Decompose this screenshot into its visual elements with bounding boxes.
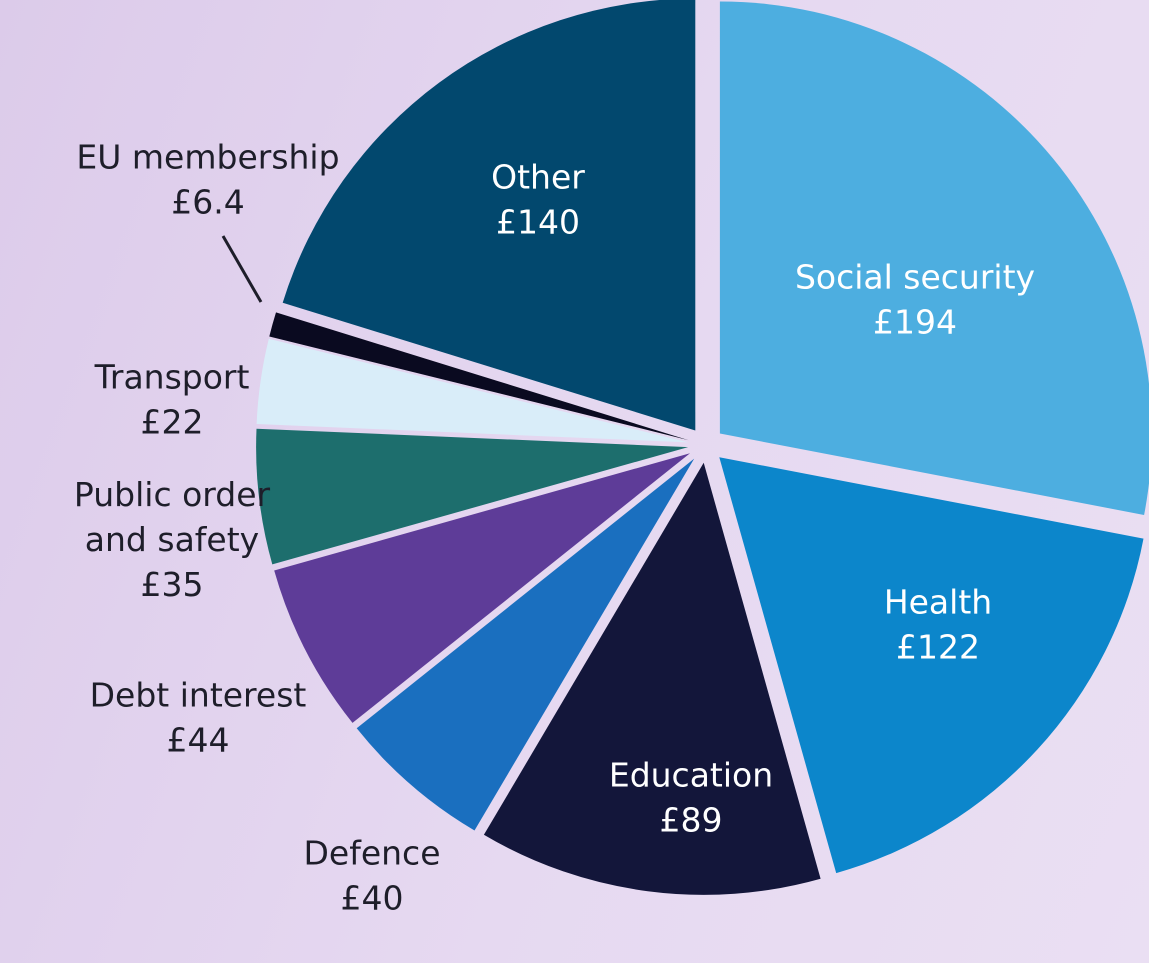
slice-name-debt-interest: Debt interest	[90, 676, 307, 715]
slice-value-eu-membership: £6.4	[171, 183, 244, 222]
slice-value-transport: £22	[141, 403, 204, 442]
slice-label-defence: Defence £40	[304, 834, 441, 918]
slice-value-defence: £40	[341, 879, 404, 918]
pie-slice-other	[282, 0, 696, 431]
pie-slice-eu-membership	[269, 312, 689, 441]
slice-name-public-order-and-safety: and safety	[85, 520, 259, 559]
slice-name-eu-membership: EU membership	[76, 138, 339, 177]
slice-value-other: £140	[496, 203, 580, 242]
pie-slice-health	[719, 457, 1144, 874]
slice-name-transport: Transport	[94, 358, 250, 397]
slice-name-public-order-and-safety: Public order	[74, 475, 271, 514]
slice-name-social-security: Social security	[795, 258, 1035, 297]
pie-slice-education	[483, 462, 821, 895]
slice-label-education: Education £89	[609, 756, 773, 840]
pie-slice-transport	[256, 338, 689, 443]
slice-value-debt-interest: £44	[167, 721, 230, 760]
slice-name-defence: Defence	[304, 834, 441, 873]
slice-value-education: £89	[660, 801, 723, 840]
pie-slice-debt-interest	[274, 453, 690, 723]
slice-value-health: £122	[896, 628, 980, 667]
slice-value-public-order-and-safety: £35	[141, 565, 204, 604]
pie-slice-social-security	[719, 1, 1149, 515]
slice-label-other: Other £140	[491, 158, 585, 242]
pie-slice-public-order-and-safety	[256, 428, 689, 565]
slice-name-health: Health	[884, 583, 992, 622]
slice-label-transport: Transport £22	[94, 358, 250, 442]
slice-label-public-order-and-safety: Public order and safety £35	[74, 475, 271, 604]
slice-label-debt-interest: Debt interest £44	[90, 676, 307, 760]
slice-name-education: Education	[609, 756, 773, 795]
pie-slice-defence	[356, 458, 695, 831]
slice-name-other: Other	[491, 158, 585, 197]
leader-line	[221, 235, 263, 303]
slice-label-eu-membership: EU membership £6.4	[76, 138, 339, 222]
slice-label-health: Health £122	[884, 583, 992, 667]
slice-value-social-security: £194	[873, 303, 957, 342]
slice-label-social-security: Social security £194	[795, 258, 1035, 342]
